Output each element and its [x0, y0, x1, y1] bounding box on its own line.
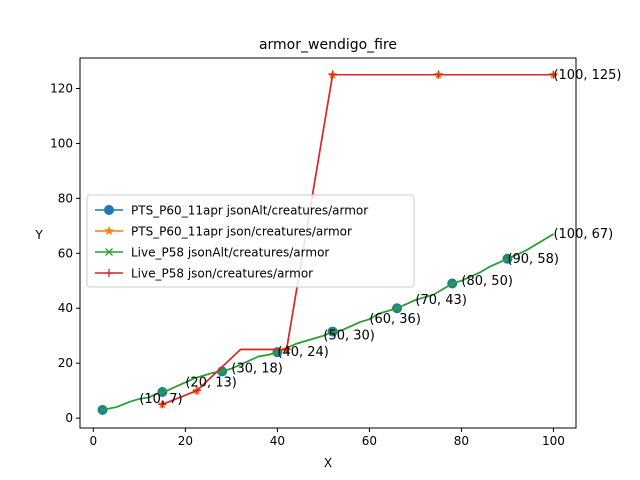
- series-2: [98, 233, 554, 414]
- marker-plus: [282, 345, 291, 354]
- data-point: [503, 254, 512, 263]
- data-label: (80, 50): [461, 274, 512, 289]
- data-label: (20, 13): [185, 375, 237, 390]
- legend-entry: Live_P58 jsonAlt/creatures/armor: [95, 246, 329, 260]
- legend-entry: Live_P58 json/creatures/armor: [95, 267, 313, 281]
- marker-plus: [434, 70, 443, 79]
- y-axis-label: Y: [34, 228, 43, 242]
- data-point: [158, 388, 167, 396]
- axes-frame: [79, 57, 577, 429]
- data-label: (100, 125): [553, 68, 621, 83]
- y-tick-label: 40: [58, 301, 73, 315]
- chart-title: armor_wendigo_fire: [259, 37, 397, 53]
- y-tick-label: 20: [58, 356, 73, 370]
- legend-label: PTS_P60_11apr jsonAlt/creatures/armor: [131, 204, 368, 218]
- marker-x: [448, 279, 457, 288]
- data-point: [282, 345, 291, 354]
- data-label: (50, 30): [323, 329, 375, 344]
- x-tick-label: 100: [542, 434, 565, 448]
- x-tick-label: 0: [90, 434, 98, 448]
- series-3: [158, 70, 558, 409]
- marker-x: [105, 248, 113, 256]
- marker-plus: [549, 70, 558, 79]
- data-point: [192, 386, 201, 395]
- legend-marker: [105, 269, 113, 277]
- marker-x: [503, 254, 512, 263]
- data-label: (30, 18): [231, 362, 283, 377]
- data-label: (40, 24): [277, 345, 329, 360]
- legend: PTS_P60_11apr jsonAlt/creatures/armor PTS…: [86, 194, 415, 288]
- x-tick-label: 60: [362, 434, 377, 448]
- x-tick-label: 40: [270, 434, 285, 448]
- legend-marker: [104, 225, 114, 236]
- data-point: [393, 304, 401, 313]
- legend-box: [86, 194, 415, 288]
- data-label: (60, 36): [369, 312, 421, 327]
- y-tick-label: 100: [50, 136, 73, 150]
- legend-label: PTS_P60_11apr json/creatures/armor: [131, 225, 352, 239]
- y-tick-label: 80: [58, 191, 73, 205]
- marker-plus: [328, 70, 337, 79]
- legend-label: Live_P58 json/creatures/armor: [131, 267, 313, 281]
- x-tick-label: 80: [454, 434, 469, 448]
- marker-star: [104, 225, 114, 236]
- data-point: [328, 70, 337, 79]
- data-point: [448, 279, 457, 288]
- x-axis-label: X: [324, 456, 332, 470]
- data-label: (100, 67): [553, 227, 613, 242]
- marker-circle: [104, 205, 114, 215]
- marker-plus: [192, 386, 201, 395]
- legend-label: Live_P58 jsonAlt/creatures/armor: [131, 246, 329, 260]
- legend-entry: PTS_P60_11apr json/creatures/armor: [95, 225, 352, 239]
- data-point: [549, 70, 558, 79]
- y-tick-label: 60: [58, 246, 73, 260]
- marker-x: [98, 405, 107, 414]
- data-point: [328, 327, 337, 336]
- marker-x: [158, 388, 167, 396]
- marker-plus: [105, 269, 113, 277]
- x-tick-label: 20: [178, 434, 193, 448]
- legend-marker: [104, 205, 114, 215]
- legend-marker: [105, 248, 113, 256]
- data-point: [434, 70, 443, 79]
- marker-x: [328, 327, 337, 336]
- data-label: (70, 43): [415, 293, 467, 308]
- data-label: (10, 7): [139, 392, 182, 407]
- y-tick-label: 0: [65, 411, 73, 425]
- marker-plus: [158, 400, 167, 409]
- legend-entry: PTS_P60_11apr jsonAlt/creatures/armor: [95, 204, 368, 218]
- data-label: (90, 58): [507, 252, 559, 267]
- plot-area: (10, 7)(20, 13)(30, 18) (40, 24)(50, 30) (…: [97, 68, 622, 415]
- data-point: [158, 400, 167, 409]
- y-tick-label: 120: [50, 81, 73, 95]
- data-point: [98, 405, 107, 414]
- marker-x: [393, 304, 401, 313]
